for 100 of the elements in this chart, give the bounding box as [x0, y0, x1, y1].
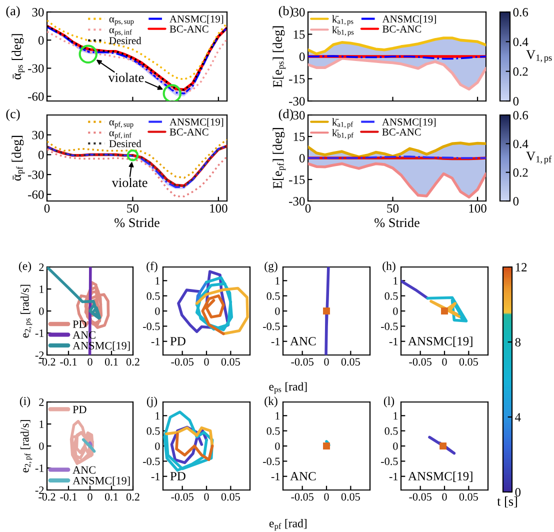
- x-tick-label: -0.2: [38, 358, 56, 366]
- x-tick-label: -0.05: [409, 493, 432, 501]
- y-tick-label: 0: [275, 442, 280, 450]
- x-tick-label: 0.2: [126, 358, 140, 366]
- x-tick-label: -0.2: [38, 493, 56, 501]
- y-tick-label: -0.5: [381, 458, 398, 466]
- y-tick-label: 1: [40, 286, 44, 293]
- y-tick-label: 0: [299, 52, 305, 61]
- y-tick-label: -1: [271, 472, 280, 480]
- y-axis-title: E[e$_{ps}$] [deg]: [272, 26, 286, 88]
- y-tick-label: 30: [293, 111, 305, 120]
- x-tick-label: 0.05: [459, 358, 478, 366]
- y-tick-label: -1: [271, 338, 280, 346]
- x-tick-label: 0.05: [221, 358, 240, 366]
- y-axis-title: e$_{2,pf}$ [rad/s]: [20, 420, 32, 472]
- y-tick-label: 30: [32, 8, 44, 16]
- y-tick-label: -1: [151, 472, 160, 480]
- x-tick-label: -0.05: [409, 358, 432, 366]
- x-tick-label: -0.05: [171, 493, 194, 501]
- chart-title: (i): [20, 396, 30, 408]
- legend-label: ANC: [72, 466, 96, 474]
- y-tick-label: 30: [32, 130, 44, 140]
- y-tick-label: -0.5: [143, 322, 160, 330]
- x-axis-title: % Stride: [374, 218, 420, 228]
- chart-title: (h): [382, 262, 396, 272]
- legend-label: ANSMC[19]: [170, 118, 224, 127]
- color-bar-label: 4: [515, 413, 521, 422]
- color-bar-label: 0.2: [513, 67, 528, 76]
- y-tick-label: -2: [35, 486, 44, 494]
- legend-label: ANSMC[19]: [72, 476, 130, 486]
- legend-label: k̄$_{b1,pf}$: [332, 128, 354, 140]
- y-tick-label: -1: [389, 472, 398, 480]
- chart-title: (b): [278, 6, 294, 18]
- color-bar-label: 0.4: [513, 38, 528, 46]
- annotation: PD: [170, 337, 186, 346]
- y-tick-label: 0.5: [266, 427, 280, 435]
- annotation: ANC: [290, 472, 316, 480]
- x-tick-label: 0.05: [459, 493, 478, 501]
- annotation: ANSMC[19]: [408, 336, 472, 347]
- y-tick-label: 0: [393, 442, 398, 450]
- legend-label: BC-ANC: [382, 128, 421, 136]
- annotation: violate: [112, 178, 148, 188]
- chart-title: (e): [18, 262, 32, 272]
- y-tick-label: 1: [156, 277, 160, 285]
- legend-label: k̄$_{a1,ps}$: [332, 15, 354, 26]
- legend-label: BC-ANC: [382, 26, 422, 33]
- color-bar-label: 8: [515, 338, 521, 346]
- x-tick-label: 0.2: [126, 493, 140, 501]
- y-tick-label: -30: [289, 197, 305, 206]
- y-tick-label: -1: [151, 338, 160, 346]
- color-bar-title: t [s]: [497, 496, 517, 508]
- y-tick-label: 0.5: [146, 292, 160, 300]
- y-tick-label: -30: [28, 64, 44, 73]
- y-tick-label: -0.5: [143, 458, 160, 466]
- y-tick-label: -15: [289, 74, 305, 84]
- x-tick-label: 0: [324, 358, 329, 366]
- y-tick-label: 0: [275, 307, 280, 315]
- x-tick-label: -0.05: [291, 493, 314, 501]
- x-tick-label: -0.1: [60, 493, 77, 501]
- y-tick-label: -15: [289, 176, 305, 184]
- x-axis-title: % Stride: [114, 218, 160, 228]
- color-bar-title: V$_{1,ps}$: [526, 50, 552, 63]
- y-tick-label: -1: [35, 330, 44, 337]
- x-tick-label: -0.05: [171, 358, 194, 366]
- legend-label: ANSMC[19]: [382, 118, 436, 127]
- color-bar-label: 0.6: [513, 8, 528, 17]
- color-bar-label: 12: [516, 263, 527, 272]
- y-tick-label: -1: [389, 338, 398, 346]
- legend-label: PD: [72, 406, 86, 414]
- chart-title: (j): [146, 396, 158, 408]
- legend-label: α$_{pf,sup}$: [109, 120, 134, 128]
- y-tick-label: 30: [293, 8, 305, 16]
- x-tick-label: 50: [387, 204, 399, 213]
- x-tick-label: 0.1: [104, 493, 118, 501]
- y-tick-label: 0: [393, 307, 398, 315]
- y-axis-title: ᾱ$_{ps}$ [deg]: [12, 34, 25, 80]
- chart-title: (c): [6, 109, 20, 121]
- x-axis-title: e$_{pf}$ [rad]: [269, 519, 306, 531]
- y-tick-label: 0.5: [384, 427, 398, 435]
- legend-label: α$_{ps,sup}$: [109, 17, 134, 26]
- y-tick-label: 0: [155, 307, 160, 315]
- y-tick-label: -60: [28, 92, 44, 101]
- annotation: ANC: [290, 337, 316, 346]
- x-tick-label: 0: [305, 204, 311, 213]
- y-tick-label: 1: [156, 412, 160, 420]
- y-tick-label: -2: [35, 351, 44, 359]
- y-tick-label: 1: [40, 420, 44, 428]
- legend-label: Desired: [109, 140, 142, 148]
- chart-title: (k): [264, 396, 278, 408]
- color-bar-title: V$_{1,pf}$: [526, 152, 552, 164]
- legend-label: Desired: [109, 36, 142, 44]
- y-tick-label: -0.5: [263, 322, 280, 330]
- legend-label: ANSMC[19]: [382, 15, 436, 24]
- color-bar-label: 0.2: [513, 168, 528, 177]
- x-tick-label: 0.1: [104, 358, 118, 366]
- annotation: PD: [170, 472, 186, 480]
- y-tick-label: 1: [276, 412, 280, 420]
- y-axis-title: E[e$_{pf}$] [deg]: [272, 128, 286, 189]
- chart-title: (d): [278, 109, 294, 121]
- y-tick-label: 0: [299, 154, 305, 162]
